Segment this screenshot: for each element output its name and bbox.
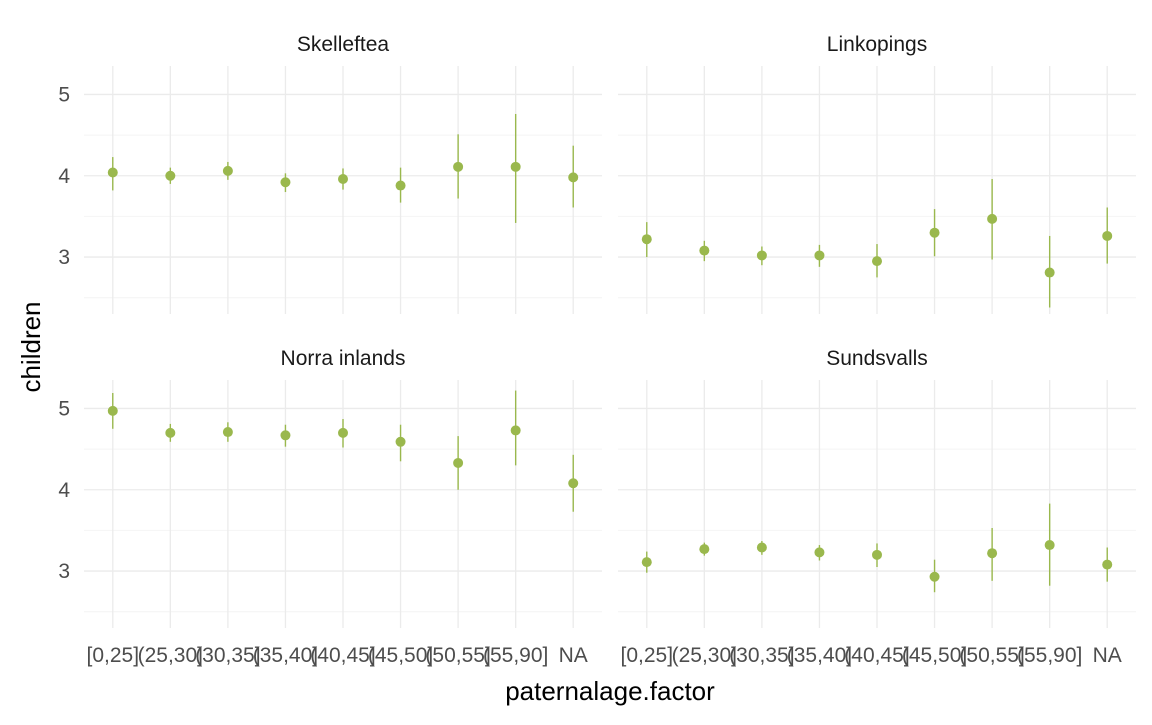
panel-sundsvalls: Sundsvalls [0,25](25,30](30,35](35,40](40… (618, 347, 1136, 667)
data-point (568, 478, 579, 489)
data-point (929, 571, 940, 582)
x-tick-label: (50,55] (425, 644, 490, 667)
data-point (872, 549, 882, 560)
data-point (872, 256, 882, 267)
data-point (165, 427, 176, 438)
data-point (1102, 230, 1113, 241)
y-tick-label: 3 (58, 246, 70, 269)
data-point (510, 425, 521, 436)
data-point (699, 544, 710, 555)
data-point (1044, 267, 1055, 278)
x-tick-label: (50,55] (959, 644, 1024, 667)
panel-norra-inlands: Norra inlands 3 4 5 [0,25](25,30](30,35](35,… (58, 347, 602, 667)
y-axis-title: children (16, 301, 46, 392)
data-point (165, 170, 176, 181)
data-point (568, 172, 579, 183)
data-point (107, 167, 118, 178)
data-point (1044, 540, 1055, 551)
data-point (641, 557, 652, 568)
x-tick-label: (35,40] (787, 644, 852, 667)
data-point (222, 427, 233, 438)
facet-title: Linkopings (827, 33, 927, 56)
y-tick-label: 5 (58, 397, 70, 420)
x-tick-label: (45,50] (902, 644, 967, 667)
x-tick-label: (40,45] (844, 644, 909, 667)
x-tick-label: (30,35] (729, 644, 794, 667)
x-tick-label: NA (559, 644, 588, 667)
x-tick-label: NA (1093, 644, 1122, 667)
data-point (510, 161, 521, 172)
data-point (699, 245, 710, 256)
data-point (641, 234, 652, 245)
x-tick-label: [0,25] (87, 644, 140, 667)
x-tick-label: (25,30] (672, 644, 737, 667)
data-point (987, 213, 998, 224)
x-tick-label: (25,30] (138, 644, 203, 667)
panel-skelleftea: Skelleftea 3 4 5 (58, 33, 602, 314)
y-tick-label: 3 (58, 560, 70, 583)
data-point (280, 430, 291, 441)
facet-title: Norra inlands (281, 347, 406, 370)
data-point (929, 227, 940, 238)
data-point (280, 177, 291, 188)
panels-layer: Skelleftea 3 4 5 Linkopings Norra inlands 3 4 5 [… (58, 33, 1136, 667)
data-point (222, 165, 233, 176)
x-tick-label: [0,25] (621, 644, 674, 667)
data-point (338, 174, 348, 185)
data-point (756, 542, 767, 553)
y-tick-label: 5 (58, 83, 70, 106)
x-tick-label: (30,35] (195, 644, 260, 667)
x-tick-label: (40,45] (310, 644, 375, 667)
y-tick-label: 4 (58, 165, 70, 188)
x-tick-label: (55,90] (483, 644, 548, 667)
data-point (987, 548, 998, 559)
data-point (453, 457, 464, 468)
x-tick-label: (45,50] (368, 644, 433, 667)
data-point (395, 436, 406, 447)
x-tick-label: (35,40] (253, 644, 318, 667)
y-tick-label: 4 (58, 479, 70, 502)
data-point (453, 161, 464, 172)
panel-linkopings: Linkopings (618, 33, 1136, 314)
data-point (814, 250, 825, 261)
data-point (814, 547, 825, 558)
facet-title: Sundsvalls (826, 347, 928, 370)
data-point (1102, 559, 1113, 570)
data-point (756, 250, 767, 261)
facet-title: Skelleftea (297, 33, 390, 56)
data-point (338, 427, 348, 438)
data-point (395, 180, 406, 191)
x-tick-label: (55,90] (1017, 644, 1082, 667)
x-axis-title: paternalage.factor (505, 676, 715, 706)
data-point (107, 405, 118, 416)
